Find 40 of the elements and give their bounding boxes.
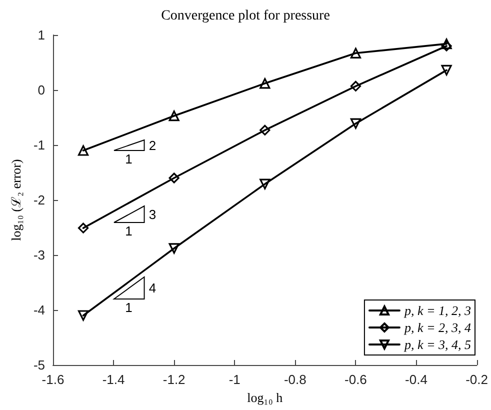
x-tick-label: -0.8 <box>284 372 306 387</box>
x-tick-label: -1.6 <box>42 372 64 387</box>
x-axis-title: log₁₀ h <box>247 390 284 405</box>
annotation: 1 <box>125 152 132 166</box>
point <box>441 64 452 76</box>
y-tick-label: 1 <box>38 28 45 42</box>
legend-label: p, k = 3, 4, 5 <box>403 337 472 352</box>
annotation: 1 <box>125 300 132 315</box>
y-tick-label: -3 <box>33 248 45 262</box>
point <box>260 124 270 136</box>
point <box>350 118 362 129</box>
y-tick-label: -4 <box>33 302 45 318</box>
point <box>78 222 89 234</box>
x-tick-label: -1.4 <box>102 372 125 387</box>
annotation: 2 <box>148 138 156 153</box>
y-axis-title: log₁₀ (ℒ₂ error) <box>8 159 24 241</box>
x-tick-label: -1.2 <box>162 372 186 387</box>
point <box>168 110 180 122</box>
annotation: 1 <box>125 224 132 239</box>
y-tick-label: 0 <box>38 82 45 98</box>
x-tick-label: -1 <box>228 372 240 387</box>
point <box>350 48 362 58</box>
y-tick-label: -1 <box>33 138 45 152</box>
x-tick-label: -0.6 <box>344 372 367 387</box>
point <box>260 78 270 89</box>
x-tick-label: -0.2 <box>466 372 488 387</box>
annotation: 4 <box>148 280 156 296</box>
point <box>78 145 89 156</box>
annotation: 3 <box>148 206 156 222</box>
x-tick-label: -0.4 <box>405 372 428 387</box>
legend-label: p, k = 1, 2, 3 <box>403 303 472 318</box>
point <box>168 243 180 254</box>
chart-title: Convergence plot for pressure <box>161 8 330 24</box>
point <box>78 310 89 321</box>
y-tick-label: -2 <box>33 192 45 208</box>
point <box>350 80 362 92</box>
point <box>260 178 270 190</box>
y-tick-label: -5 <box>33 358 45 372</box>
legend-label: p, k = 2, 3, 4 <box>403 320 472 335</box>
point <box>168 172 180 184</box>
